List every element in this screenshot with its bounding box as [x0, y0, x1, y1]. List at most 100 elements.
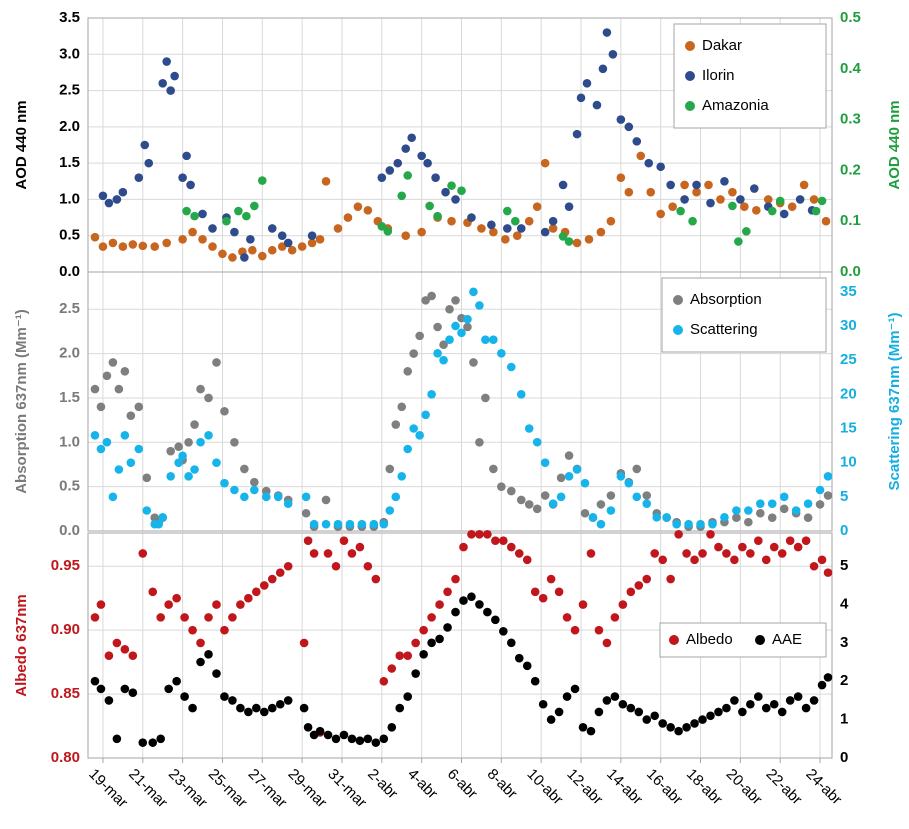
legend-label: Scattering	[690, 321, 758, 338]
data-point	[397, 402, 407, 412]
data-point	[355, 542, 365, 552]
x-tick-label: 16-abr	[643, 766, 686, 809]
data-point	[682, 722, 691, 732]
data-point	[624, 187, 634, 197]
data-point	[387, 722, 397, 732]
data-point	[730, 555, 739, 565]
y2-tick-label: 30	[840, 317, 857, 334]
x-tick-label: 27-mar	[245, 766, 291, 812]
data-point	[610, 692, 620, 701]
y-axis-title: Absorption 637nm (Mm⁻¹)	[13, 309, 30, 494]
data-point	[363, 561, 373, 571]
data-point	[166, 86, 175, 95]
y2-tick-label: 10	[840, 454, 857, 471]
data-point	[606, 506, 616, 515]
data-point	[548, 216, 558, 226]
data-point	[817, 680, 827, 690]
y2-tick-label: 35	[840, 283, 857, 300]
x-tick-label: 31-mar	[324, 766, 370, 812]
data-point	[510, 216, 520, 226]
data-point	[170, 71, 179, 81]
data-point	[403, 651, 413, 661]
data-point	[815, 500, 825, 509]
data-point	[283, 499, 293, 508]
data-point	[662, 513, 671, 522]
y2-tick-label: 20	[840, 385, 857, 402]
data-point	[257, 251, 267, 261]
data-point	[395, 651, 405, 661]
data-point	[690, 719, 699, 728]
data-point	[112, 638, 122, 648]
legend-label: Dakar	[702, 37, 742, 54]
data-point	[387, 664, 397, 673]
data-point	[497, 349, 506, 358]
data-point	[516, 224, 526, 233]
data-point	[403, 171, 413, 180]
panel: 0.0 0.5 1.0 1.5 2.0 2.5 3.0 3.5 0.0 0.1 0.2 0.3 0.4 0…	[13, 9, 903, 280]
data-point	[524, 424, 534, 433]
data-point	[586, 549, 596, 558]
data-point	[501, 235, 510, 244]
data-point	[303, 722, 313, 732]
data-point	[753, 692, 763, 701]
data-point	[562, 613, 572, 622]
y2-tick-label: 0.2	[840, 161, 861, 178]
data-point	[666, 574, 675, 584]
data-point	[439, 340, 448, 350]
data-point	[96, 402, 106, 412]
data-point	[491, 615, 500, 625]
data-point	[431, 173, 440, 182]
data-point	[497, 482, 506, 491]
data-point	[395, 703, 405, 713]
data-point	[220, 478, 229, 488]
data-point	[564, 202, 574, 211]
legend-marker	[673, 295, 683, 305]
data-point	[570, 625, 580, 635]
data-point	[506, 486, 516, 496]
data-point	[775, 196, 785, 206]
data-point	[823, 568, 833, 577]
data-point	[736, 195, 745, 204]
data-point	[608, 49, 618, 59]
data-point	[722, 703, 731, 713]
data-point	[666, 180, 675, 190]
data-point	[606, 491, 616, 500]
data-point	[650, 711, 660, 721]
data-point	[767, 513, 777, 522]
data-point	[166, 472, 175, 481]
data-point	[369, 519, 379, 529]
data-point	[734, 237, 743, 246]
data-point	[299, 703, 309, 713]
data-point	[564, 451, 574, 460]
data-point	[658, 719, 667, 728]
data-point	[459, 542, 468, 552]
data-point	[823, 491, 833, 500]
data-point	[532, 202, 542, 211]
legend-marker	[685, 101, 695, 111]
data-point	[182, 151, 191, 161]
data-point	[134, 173, 144, 182]
data-point	[803, 513, 813, 522]
data-point	[138, 549, 148, 558]
data-point	[489, 227, 498, 237]
data-point	[624, 478, 634, 488]
data-point	[793, 542, 803, 552]
data-point	[481, 335, 490, 344]
data-point	[556, 473, 566, 483]
data-point	[297, 242, 307, 251]
legend-marker	[755, 635, 765, 645]
data-point	[108, 358, 118, 367]
data-point	[562, 692, 572, 701]
data-point	[259, 707, 269, 717]
data-point	[184, 438, 193, 447]
data-point	[333, 224, 343, 233]
data-point	[275, 699, 285, 709]
data-point	[439, 355, 448, 365]
data-point	[212, 600, 221, 609]
data-point	[112, 195, 122, 204]
data-point	[714, 542, 723, 552]
data-point	[114, 465, 124, 474]
data-point	[421, 410, 430, 420]
data-point	[331, 734, 341, 744]
data-point	[96, 444, 106, 454]
